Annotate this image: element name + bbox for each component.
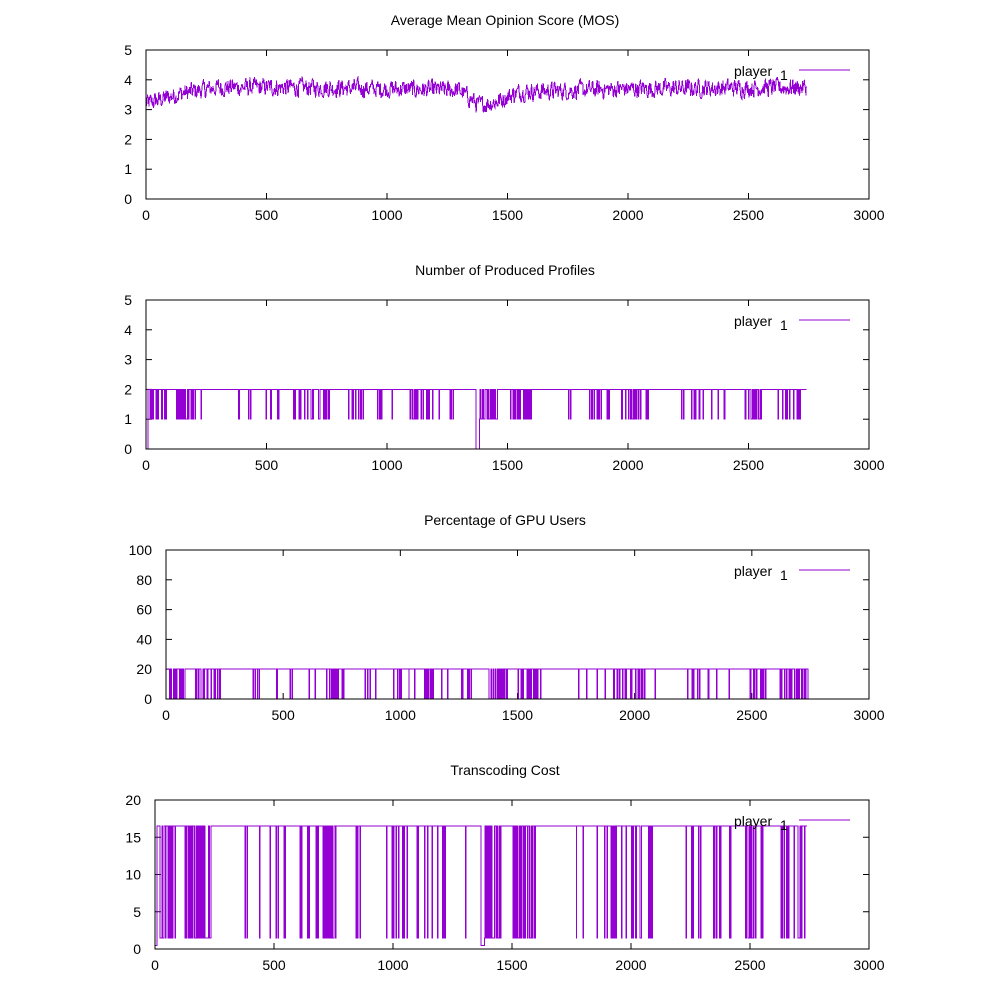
chart-title: Average Mean Opinion Score (MOS) xyxy=(391,12,620,28)
chart-panel-4: Transcoding Cost 0 500 1000 1500 2000 2500 3000… xyxy=(125,762,884,973)
y-tick-label: 1 xyxy=(124,161,132,177)
x-tick-label: 1000 xyxy=(377,957,408,973)
legend-label: player xyxy=(734,63,772,79)
y-tick-label: 60 xyxy=(136,602,152,618)
x-tick-label: 0 xyxy=(142,207,150,223)
x-tick-label: 3000 xyxy=(853,707,884,723)
y-tick-label: 20 xyxy=(125,792,141,808)
x-tick-label: 2000 xyxy=(612,457,643,473)
y-tick-label: 80 xyxy=(136,572,152,588)
chart-title: Transcoding Cost xyxy=(450,762,559,778)
series-line-player xyxy=(145,75,807,113)
legend-label: player xyxy=(734,563,772,579)
plot-frame xyxy=(165,549,870,700)
x-tick-label: 1500 xyxy=(492,457,523,473)
chart-panel-1: Average Mean Opinion Score (MOS) 0 500 1000… xyxy=(124,12,885,223)
series-line-player xyxy=(166,668,809,700)
legend-label-subscript: 1 xyxy=(780,817,788,833)
chart-title: Number of Produced Profiles xyxy=(415,262,595,278)
y-tick-label: 4 xyxy=(124,322,132,338)
y-tick-label: 40 xyxy=(136,631,152,647)
x-tick-label: 2500 xyxy=(734,957,765,973)
x-tick-label: 2500 xyxy=(733,457,764,473)
y-tick-label: 2 xyxy=(124,381,132,397)
y-tick-label: 3 xyxy=(124,352,132,368)
x-tick-label: 1500 xyxy=(492,207,523,223)
y-tick-label: 20 xyxy=(136,661,152,677)
x-tick-label: 500 xyxy=(255,457,279,473)
x-tick-label: 2000 xyxy=(612,207,643,223)
y-tick-label: 5 xyxy=(124,292,132,308)
y-tick-label: 3 xyxy=(124,102,132,118)
y-tick-label: 2 xyxy=(124,131,132,147)
x-tick-label: 1500 xyxy=(496,957,527,973)
chart-panel-2: Number of Produced Profiles 0 500 1000 1500 2… xyxy=(124,262,885,473)
y-tick-label: 4 xyxy=(124,72,132,88)
y-tick-label: 1 xyxy=(124,411,132,427)
plot-frame xyxy=(145,49,870,200)
x-tick-label: 0 xyxy=(162,707,170,723)
plot-frame xyxy=(154,799,870,950)
x-tick-label: 3000 xyxy=(853,207,884,223)
y-tick-label: 5 xyxy=(133,904,141,920)
legend-label: player xyxy=(734,813,772,829)
legend-label: player xyxy=(734,313,772,329)
x-tick-label: 1000 xyxy=(371,457,402,473)
x-tick-label: 2500 xyxy=(733,207,764,223)
x-tick-label: 500 xyxy=(271,707,295,723)
y-tick-label: 15 xyxy=(125,829,141,845)
legend-label-subscript: 1 xyxy=(780,567,788,583)
series-line-player xyxy=(146,388,807,450)
x-tick-label: 500 xyxy=(262,957,286,973)
y-tick-label: 0 xyxy=(144,691,152,707)
x-tick-label: 3000 xyxy=(853,457,884,473)
x-tick-label: 2000 xyxy=(615,957,646,973)
x-tick-label: 2000 xyxy=(619,707,650,723)
legend-label-subscript: 1 xyxy=(780,317,788,333)
legend-label-subscript: 1 xyxy=(780,67,788,83)
y-tick-label: 5 xyxy=(124,42,132,58)
y-tick-label: 10 xyxy=(125,867,141,883)
x-tick-label: 2500 xyxy=(736,707,767,723)
chart-title: Percentage of GPU Users xyxy=(424,512,586,528)
y-tick-label: 100 xyxy=(129,542,153,558)
y-tick-label: 0 xyxy=(124,191,132,207)
plot-frame xyxy=(145,299,870,450)
x-tick-label: 1000 xyxy=(385,707,416,723)
x-tick-label: 1500 xyxy=(502,707,533,723)
x-tick-label: 500 xyxy=(255,207,279,223)
x-tick-label: 0 xyxy=(142,457,150,473)
x-tick-label: 0 xyxy=(151,957,159,973)
x-tick-label: 1000 xyxy=(371,207,402,223)
x-tick-label: 3000 xyxy=(853,957,884,973)
series-line-player xyxy=(155,825,808,946)
y-tick-label: 0 xyxy=(124,441,132,457)
y-tick-label: 0 xyxy=(133,941,141,957)
